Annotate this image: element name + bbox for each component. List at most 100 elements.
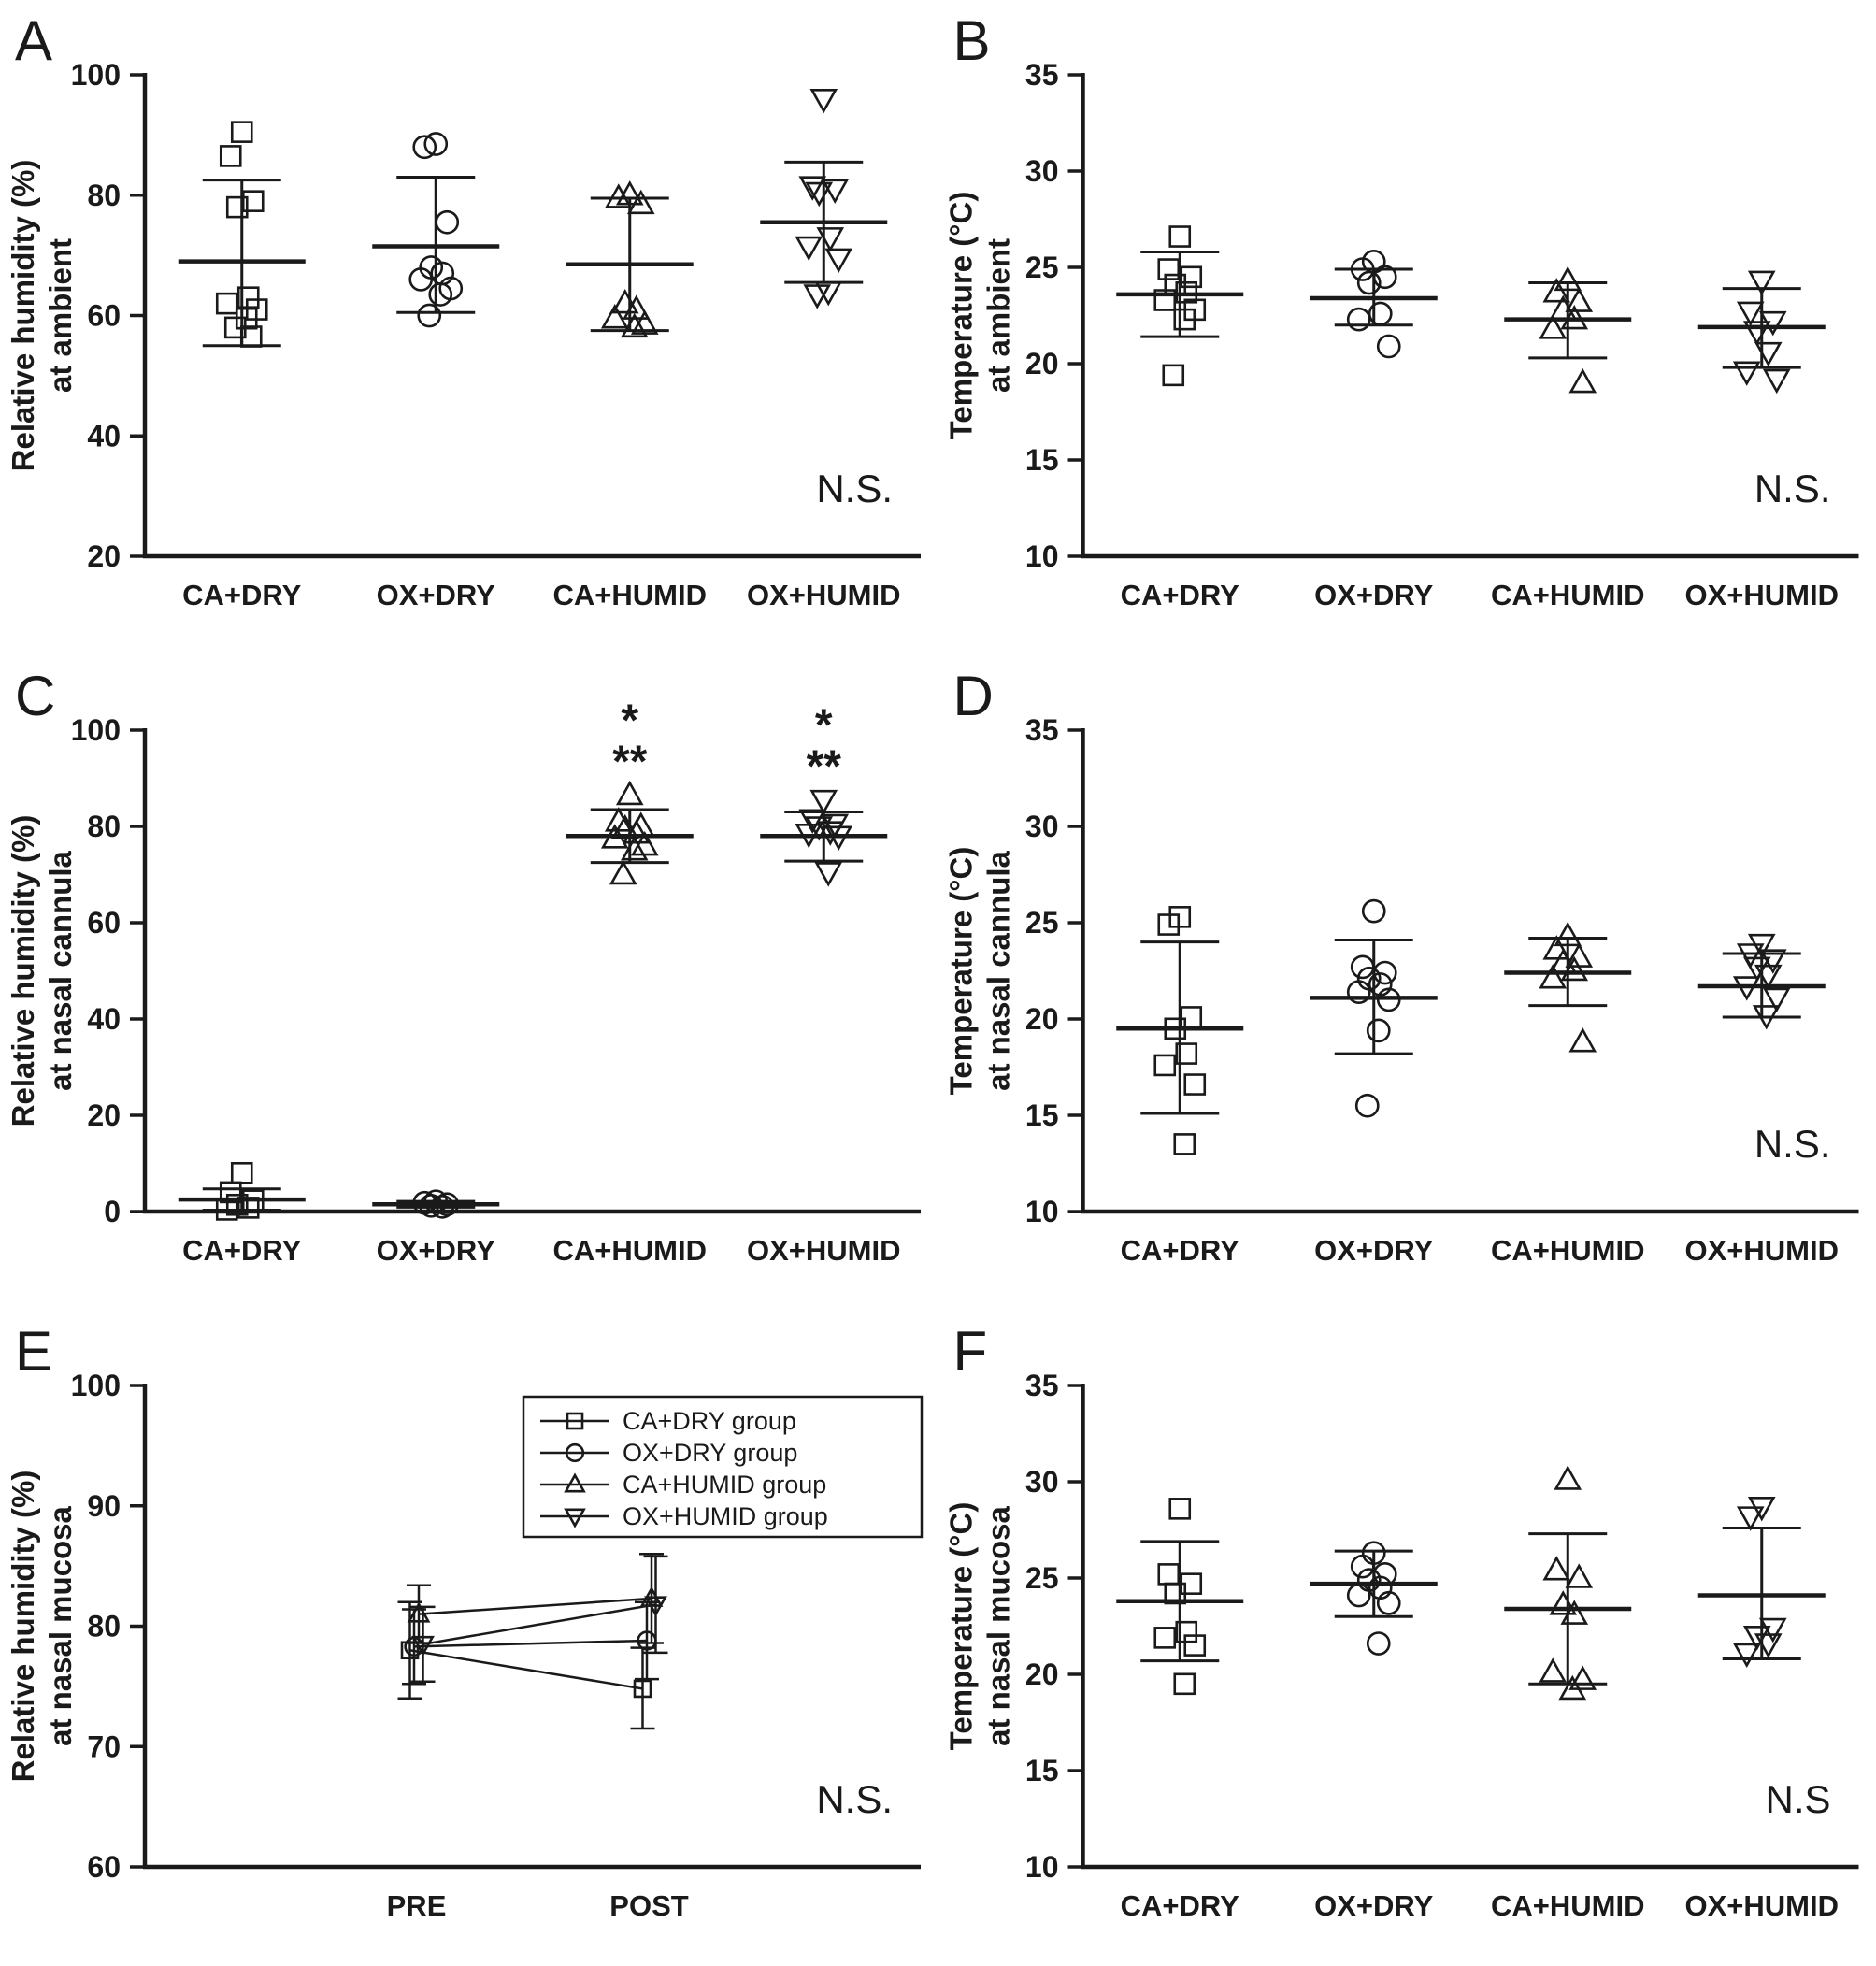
points-CA+DRY xyxy=(215,1161,265,1221)
triangle-down-marker xyxy=(814,862,843,887)
y-tick-label: 100 xyxy=(71,58,121,92)
points-OX+HUMID xyxy=(795,789,853,887)
y-axis-label: Temperature (°C) xyxy=(944,1502,979,1751)
series-line xyxy=(422,1603,656,1646)
sig-star: * xyxy=(621,696,638,746)
error-bar xyxy=(1310,1549,1438,1618)
y-tick-label: 20 xyxy=(87,1098,121,1132)
circle-marker xyxy=(423,132,449,156)
panel-B: B 10 15 20 25 30 35 Temperature (°C) at ambient N… xyxy=(938,0,1876,655)
points-OX+DRY xyxy=(1346,898,1401,1118)
circle-marker xyxy=(1372,960,1397,985)
circle-marker xyxy=(1350,954,1375,980)
circle-marker xyxy=(1372,1562,1397,1586)
triangle-up-marker xyxy=(1549,294,1578,321)
circle-marker xyxy=(408,267,434,292)
triangle-up-marker xyxy=(1542,935,1571,960)
y-tick-label: 40 xyxy=(87,419,121,452)
triangle-down-marker xyxy=(809,89,838,114)
triangle-up-marker xyxy=(610,288,639,314)
triangle-down-marker xyxy=(803,284,832,309)
y-tick-label: 0 xyxy=(104,1195,121,1228)
square-marker xyxy=(633,1679,652,1699)
panel-letter: E xyxy=(15,1320,52,1383)
y-axis-label: Relative humidity (%) xyxy=(6,1471,40,1783)
series-line xyxy=(409,1649,643,1690)
triangle-up-marker xyxy=(1560,304,1589,330)
triangle-down-marker xyxy=(816,227,845,252)
circle-marker xyxy=(1350,257,1375,281)
y-axis-label: at nasal mucosa xyxy=(43,1505,78,1745)
panel-C: C 0 20 40 60 80 100 Relative humidity (%) at nas… xyxy=(0,655,938,1311)
y-tick-label: 30 xyxy=(1025,1465,1059,1499)
y-tick-label: 10 xyxy=(1025,539,1059,573)
triangle-up-marker xyxy=(626,189,655,215)
category-label: CA+DRY xyxy=(1121,1889,1240,1922)
y-axis-label: Relative humidity (%) xyxy=(6,160,40,472)
ns-annotation: N.S. xyxy=(1754,1122,1831,1166)
square-marker xyxy=(566,1412,584,1430)
triangle-down-marker xyxy=(1736,301,1765,327)
circle-marker xyxy=(1366,1631,1391,1656)
triangle-up-marker xyxy=(622,294,651,320)
circle-marker xyxy=(565,1442,585,1463)
triangle-up-marker xyxy=(1568,1665,1597,1690)
triangle-down-marker xyxy=(824,825,853,851)
triangle-down-marker xyxy=(805,816,834,841)
y-tick-label: 10 xyxy=(1025,1850,1059,1884)
triangle-down-marker xyxy=(798,809,827,834)
circle-marker xyxy=(1346,307,1371,332)
error-bar xyxy=(372,175,500,314)
circle-marker xyxy=(1372,265,1397,290)
square-marker xyxy=(1157,1563,1181,1586)
error-bar xyxy=(1697,1526,1826,1661)
triangle-down-marker xyxy=(795,236,823,262)
category-label: CA+HUMID xyxy=(1491,1889,1644,1922)
chart-D: D 10 15 20 25 30 35 Temperature (°C) at nasal ca… xyxy=(944,665,1859,1267)
circle-marker xyxy=(428,282,453,307)
points-CA+HUMID xyxy=(600,180,659,338)
circle-marker xyxy=(1368,972,1393,997)
category-label: CA+DRY xyxy=(182,1234,302,1267)
triangle-up-marker xyxy=(1565,287,1594,312)
square-marker xyxy=(1157,258,1181,280)
square-marker xyxy=(236,1197,260,1219)
error-bar xyxy=(760,811,888,863)
legend-label: OX+HUMID group xyxy=(623,1502,828,1530)
ns-annotation: N.S. xyxy=(816,466,893,510)
square-marker xyxy=(241,1189,265,1212)
sig-star: ** xyxy=(612,738,648,787)
triangle-up-marker xyxy=(1560,955,1589,982)
triangle-down-marker xyxy=(824,248,853,274)
y-tick-label: 25 xyxy=(1025,906,1059,940)
triangle-down-marker xyxy=(1742,1626,1771,1651)
square-marker xyxy=(215,292,238,315)
points-CA+DRY xyxy=(215,121,268,348)
ns-annotation: N.S xyxy=(1765,1777,1830,1821)
y-tick-label: 100 xyxy=(71,1369,121,1402)
category-label: CA+HUMID xyxy=(1491,579,1644,611)
points-OX+HUMID xyxy=(795,89,853,309)
triangle-up-marker xyxy=(615,780,644,806)
triangle-down-marker xyxy=(798,176,827,201)
triangle-up-marker xyxy=(1549,1590,1578,1615)
circle-marker xyxy=(1350,1554,1375,1579)
triangle-down-marker xyxy=(1732,361,1761,386)
triangle-up-marker xyxy=(1542,1556,1571,1581)
panel-letter: A xyxy=(15,9,52,72)
y-tick-label: 35 xyxy=(1025,58,1059,92)
triangle-down-marker xyxy=(814,280,843,307)
error-bar xyxy=(1116,940,1244,1115)
triangle-up-marker xyxy=(620,312,649,338)
triangle-up-marker xyxy=(1539,314,1568,339)
panel-E: E 60 70 80 90 100 Relative humidity (%) at nasa… xyxy=(0,1311,938,1966)
square-marker xyxy=(230,1161,253,1184)
points-OX+HUMID xyxy=(1732,270,1791,395)
x-category-label: POST xyxy=(609,1889,688,1922)
y-axis-label: at ambient xyxy=(43,238,78,393)
y-tick-label: 80 xyxy=(87,810,121,843)
circle-marker xyxy=(1346,1583,1371,1608)
triangle-up-marker xyxy=(1558,1674,1587,1701)
square-marker xyxy=(1173,308,1196,331)
error-bar xyxy=(1697,287,1826,369)
